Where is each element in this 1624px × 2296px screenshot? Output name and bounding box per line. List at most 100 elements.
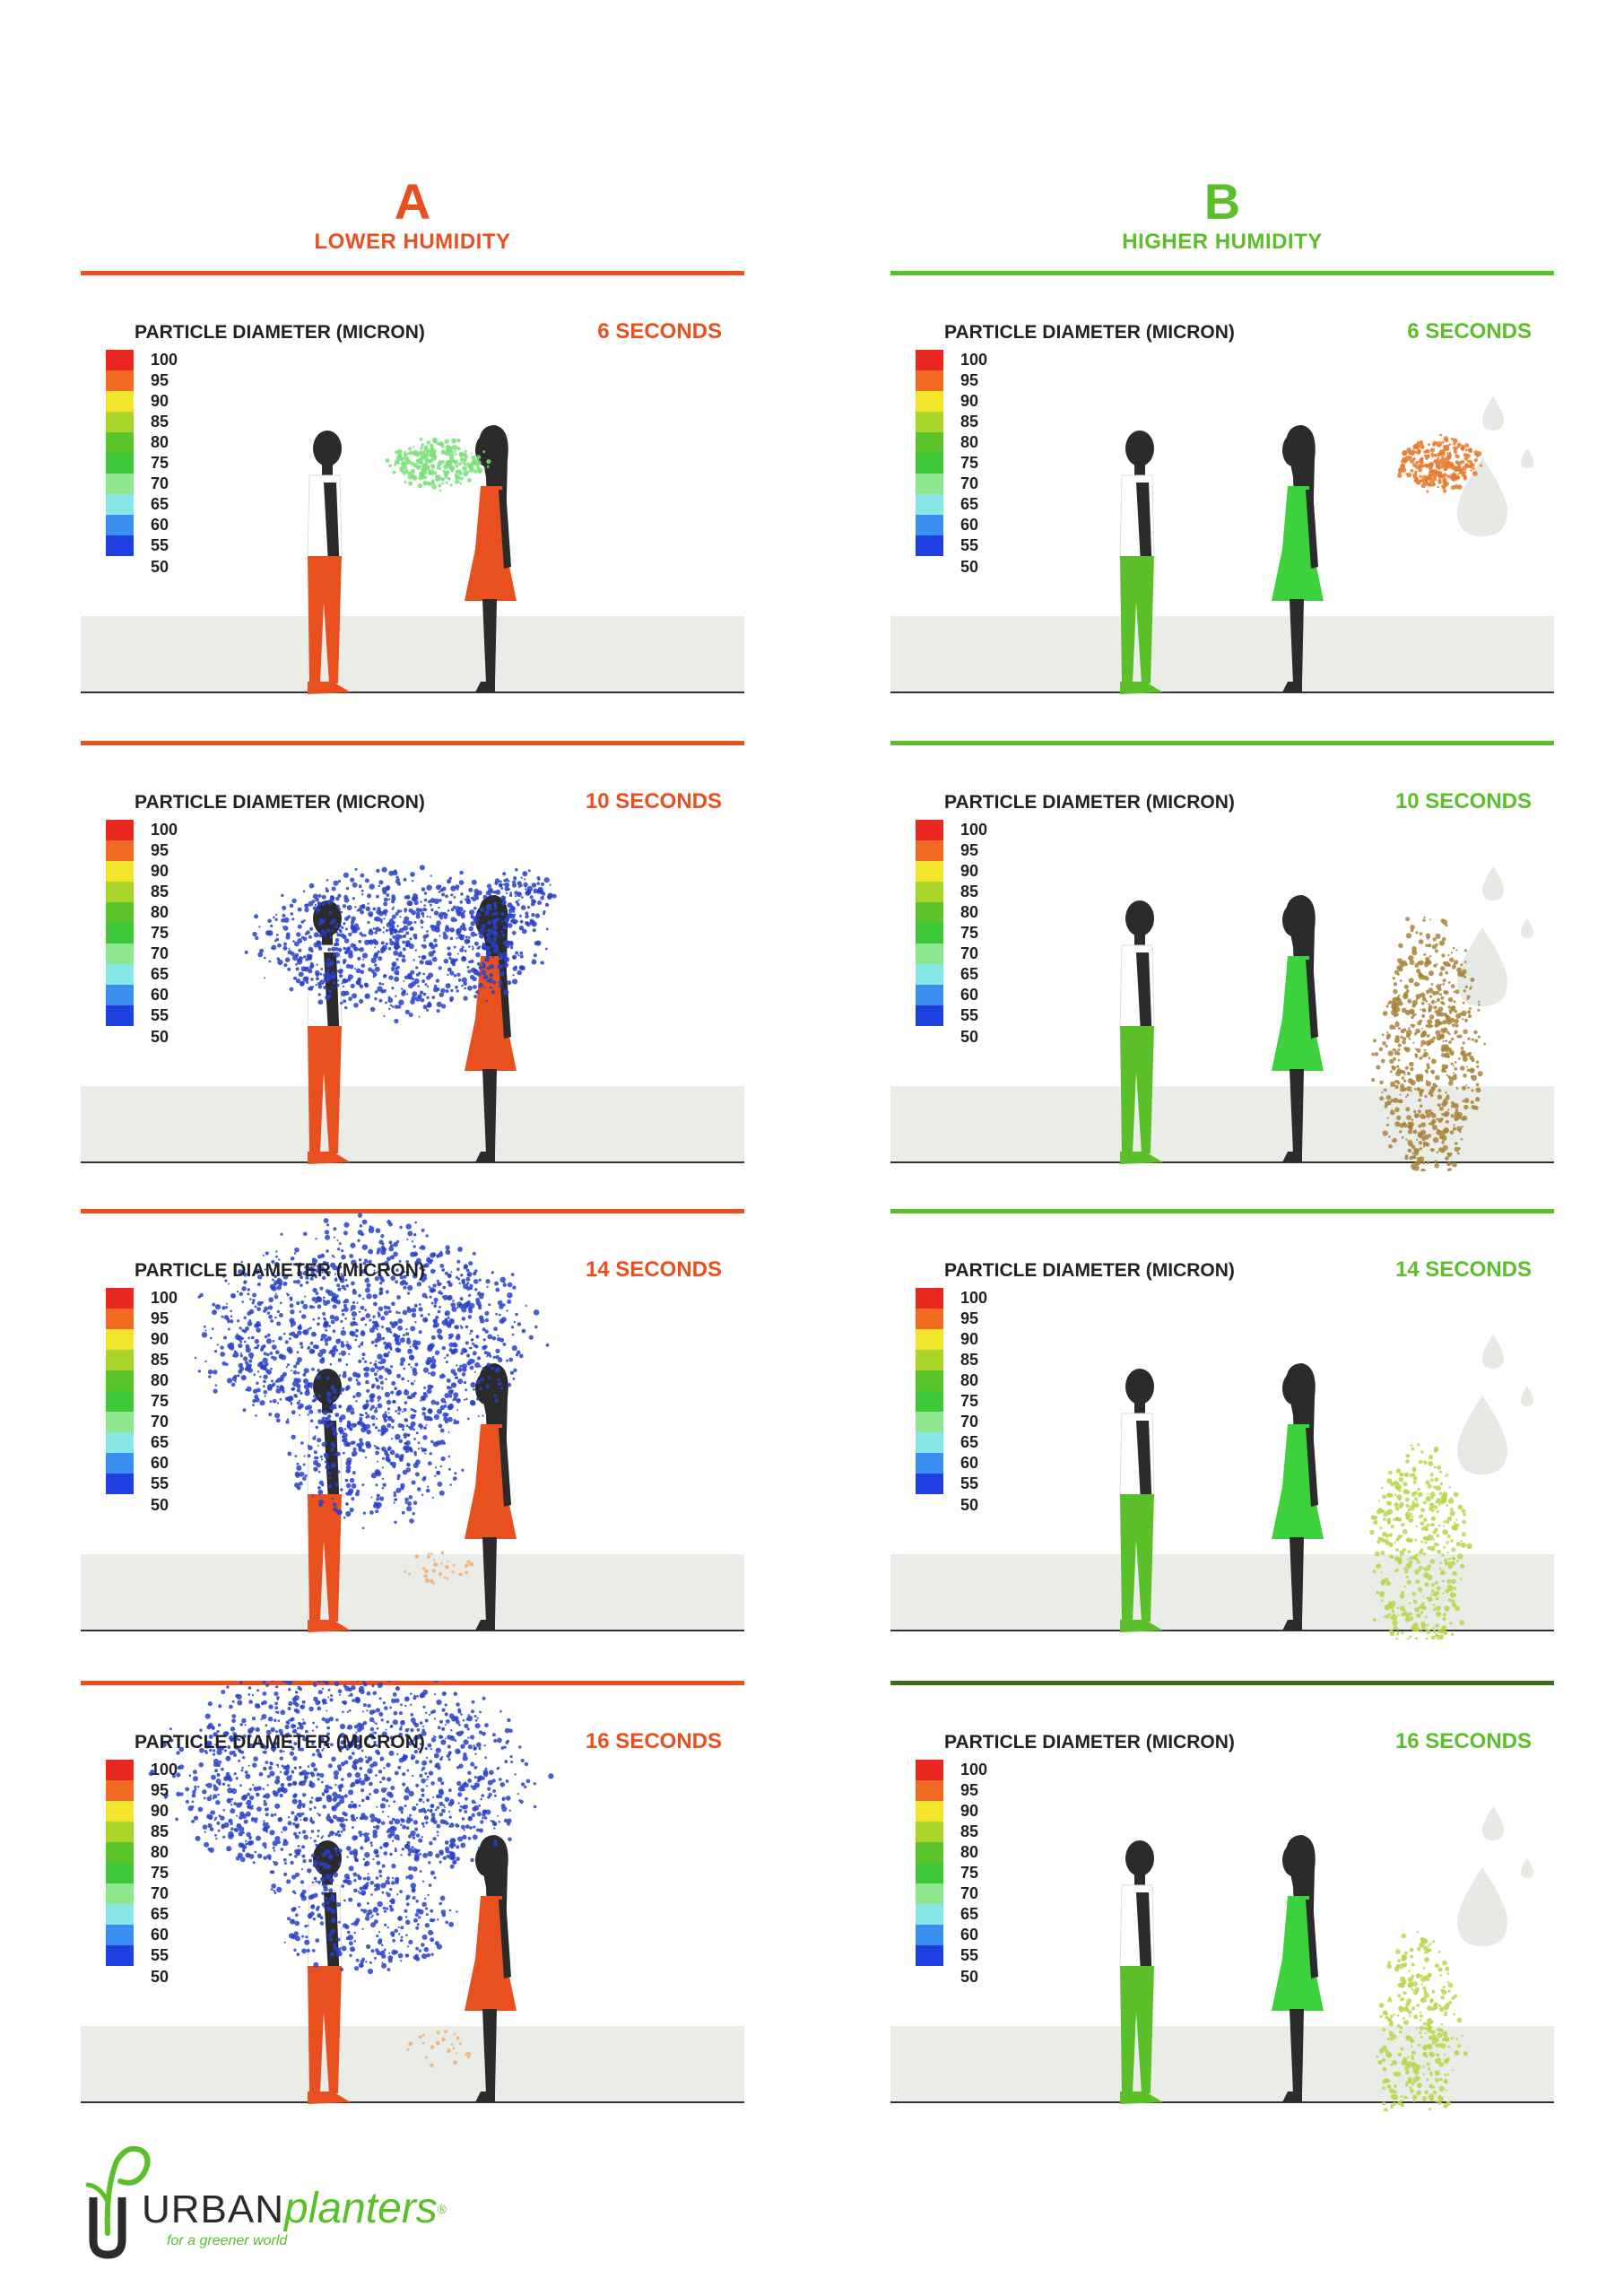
legend-swatch [106, 1822, 134, 1842]
logo-brand: URBANplanters® [142, 2187, 447, 2232]
legend-value: 65 [151, 965, 169, 983]
legend-swatch [916, 1883, 943, 1904]
legend-value: 75 [960, 454, 979, 472]
legend-swatch [106, 964, 134, 985]
legend-value: 75 [151, 924, 169, 942]
column-b-header: B HIGHER HUMIDITY [890, 175, 1554, 256]
panel-divider [890, 1681, 1554, 1685]
legend-value: 95 [960, 1781, 979, 1799]
legend-swatch [916, 1350, 943, 1370]
man-figure [1119, 1369, 1163, 1632]
legend-swatch [106, 861, 134, 882]
legend-swatch [916, 1801, 943, 1822]
scene-illustration [890, 396, 1554, 694]
legend-value: 85 [960, 1822, 979, 1840]
scene-illustration [81, 425, 744, 694]
legend-swatch [916, 474, 943, 494]
legend-title: PARTICLE DIAMETER (MICRON) [944, 1260, 1235, 1281]
legend-value: 55 [960, 1474, 979, 1492]
legend-value: 100 [960, 1289, 988, 1307]
particle-cloud [1397, 433, 1483, 493]
legend-swatch [916, 1005, 943, 1026]
legend-swatch [916, 882, 943, 902]
urban-planters-logo: URBANplanters® for a greener world [81, 2135, 547, 2260]
legend-value: 60 [960, 516, 979, 534]
legend-swatch [916, 1945, 943, 1966]
legend-swatch [916, 1863, 943, 1883]
legend-value: 70 [151, 474, 169, 492]
legend-swatch [916, 1822, 943, 1842]
legend-value: 55 [960, 1006, 979, 1024]
legend-swatch [106, 535, 134, 556]
legend-swatch [106, 1904, 134, 1925]
legend-swatch [106, 370, 134, 391]
legend-swatch [106, 1329, 134, 1350]
woman-figure [465, 1363, 517, 1631]
legend-swatch [916, 964, 943, 985]
legend-swatch [916, 350, 943, 370]
scene-illustration [81, 865, 744, 1164]
legend-value: 65 [151, 1905, 169, 1923]
legend-swatch [916, 1309, 943, 1329]
particle-fallout [406, 2030, 472, 2067]
legend-swatch [916, 1904, 943, 1925]
legend-swatch [916, 391, 943, 412]
legend-value-last: 50 [960, 558, 979, 576]
legend-value: 55 [960, 1946, 979, 1964]
legend-swatch [106, 820, 134, 840]
legend-value: 85 [151, 1822, 169, 1840]
legend-title: PARTICLE DIAMETER (MICRON) [944, 792, 1235, 813]
legend-swatch [106, 1432, 134, 1453]
legend-value-last: 50 [960, 1496, 979, 1514]
legend-swatch [106, 453, 134, 474]
scene-illustration [890, 1335, 1554, 1639]
column-a-letter: A [394, 173, 431, 230]
time-label: 6 SECONDS [597, 319, 722, 344]
logo-registered: ® [437, 2202, 447, 2216]
legend-swatch [106, 1883, 134, 1904]
legend-value: 85 [960, 883, 979, 900]
legend-swatch [916, 1370, 943, 1391]
legend-swatch [106, 432, 134, 453]
scene-illustration [890, 1806, 1554, 2111]
legend-value: 70 [960, 1413, 979, 1431]
legend-value: 70 [960, 474, 979, 492]
legend-value: 60 [151, 516, 169, 534]
time-label: 16 SECONDS [1394, 1729, 1532, 1753]
legend-value-last: 50 [960, 1028, 979, 1046]
legend-value: 75 [960, 924, 979, 942]
legend-title: PARTICLE DIAMETER (MICRON) [135, 322, 425, 343]
legend-value: 100 [151, 1761, 178, 1779]
woman-figure [465, 1835, 517, 2102]
time-label: 14 SECONDS [585, 1257, 722, 1282]
legend-swatch [916, 535, 943, 556]
legend-swatch [916, 494, 943, 515]
legend-value-last: 50 [960, 1968, 979, 1986]
logo-mark-icon [85, 2145, 151, 2259]
legend-value: 100 [151, 1289, 178, 1307]
legend-value: 70 [151, 1884, 169, 1902]
panel-divider [81, 1209, 744, 1213]
scene-illustration [81, 1213, 744, 1632]
legend-value: 80 [151, 903, 169, 921]
floor-band [890, 616, 1554, 692]
legend-value: 90 [151, 392, 169, 410]
legend-swatch [106, 1350, 134, 1370]
legend-value: 100 [151, 351, 178, 369]
logo-tagline: for a greener world [167, 2233, 288, 2248]
particle-cloud [148, 1681, 554, 1975]
legend-swatch [106, 391, 134, 412]
legend-value: 100 [960, 351, 988, 369]
panel-b1: PARTICLE DIAMETER (MICRON) 6 SECONDS 100 95… [890, 271, 1554, 701]
panel-divider [890, 741, 1554, 745]
legend-value: 100 [151, 821, 178, 839]
legend-swatch [916, 840, 943, 861]
legend-swatch [916, 432, 943, 453]
legend-swatch [106, 1309, 134, 1329]
floor-band [890, 2026, 1554, 2102]
legend-value: 95 [151, 841, 169, 859]
legend-swatch [106, 1801, 134, 1822]
legend-swatch [106, 882, 134, 902]
legend-value: 95 [151, 371, 169, 389]
legend-swatch [106, 494, 134, 515]
